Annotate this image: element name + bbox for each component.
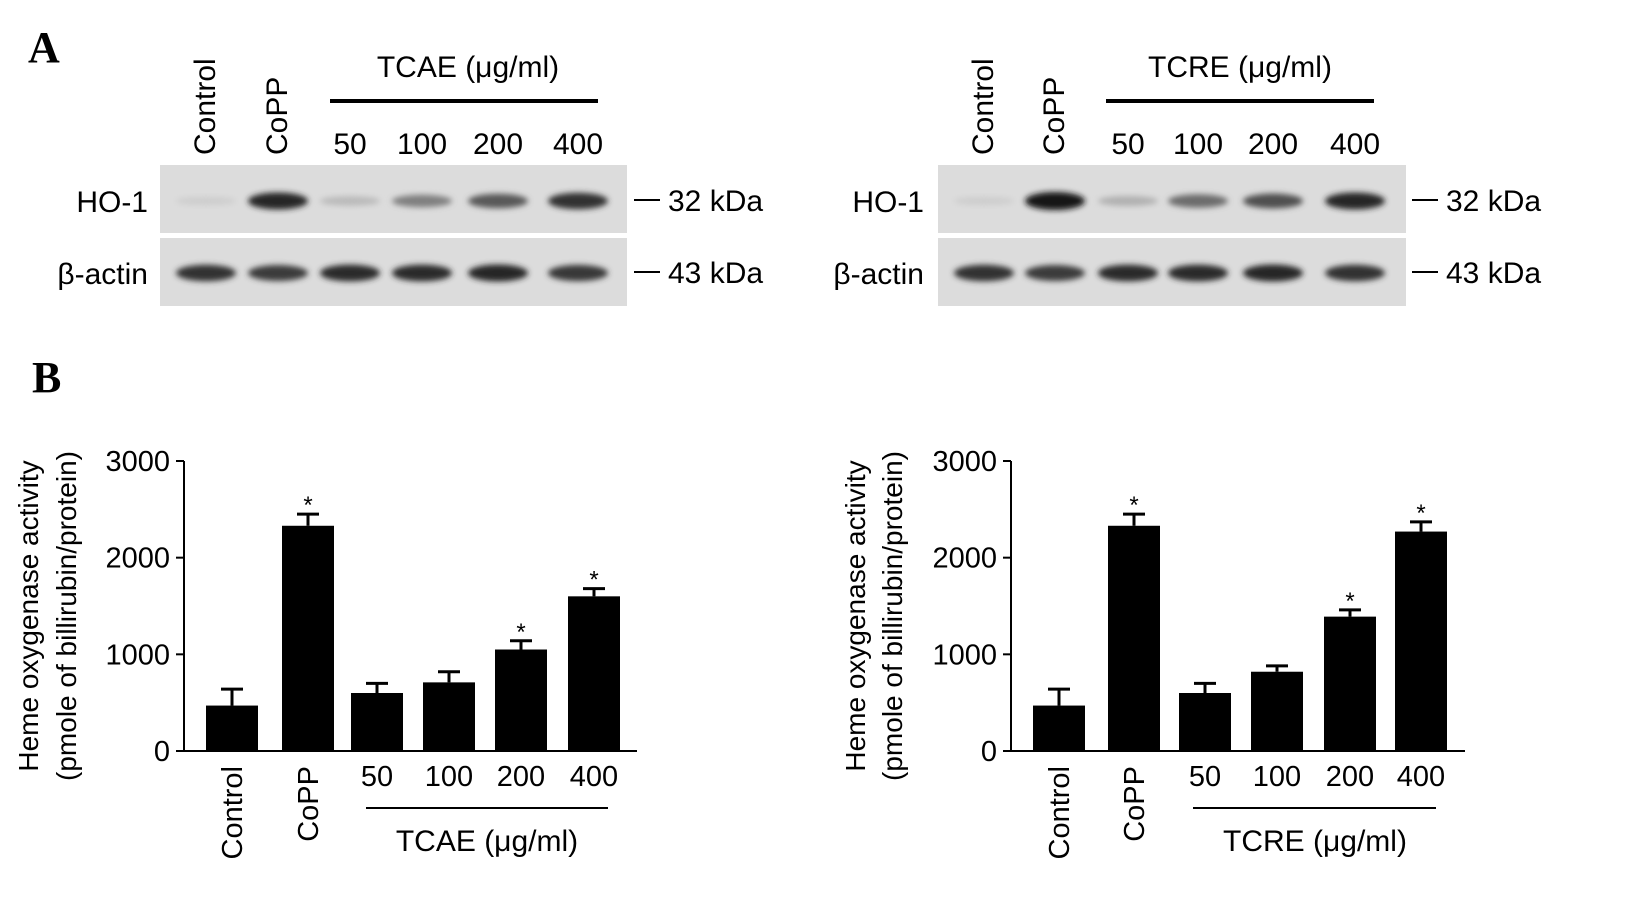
blot-band bbox=[1243, 264, 1303, 282]
blot-band bbox=[1025, 192, 1085, 210]
blot-band bbox=[954, 264, 1014, 282]
bar-100 bbox=[1251, 671, 1303, 751]
y-tick-label: 2000 bbox=[932, 543, 997, 575]
significance-marker: * bbox=[516, 619, 525, 646]
lane-label-copp: CoPP bbox=[1038, 77, 1071, 155]
x-tick-label-100: 100 bbox=[1253, 761, 1301, 793]
x-tick-label-200: 200 bbox=[1326, 761, 1374, 793]
x-tick-label-copp: CoPP bbox=[1119, 766, 1151, 842]
y-tick-label: 1000 bbox=[105, 639, 170, 671]
blot-band bbox=[248, 192, 308, 210]
lane-label-control: Control bbox=[189, 58, 222, 155]
panel-b-label: B bbox=[32, 353, 61, 402]
x-tick-label-control: Control bbox=[1044, 766, 1076, 860]
dose-label-50: 50 bbox=[1111, 128, 1144, 161]
y-tick-label: 2000 bbox=[105, 543, 170, 575]
dose-label-200: 200 bbox=[1248, 128, 1298, 161]
blot-row-label: HO-1 bbox=[852, 186, 924, 219]
bar-chart-1: 0 1000 2000 3000 Heme oxygenase activity (pmo… bbox=[13, 446, 637, 860]
y-tick-label: 1000 bbox=[932, 639, 997, 671]
dose-label-200: 200 bbox=[473, 128, 523, 161]
blot-band bbox=[468, 264, 528, 282]
blot-band bbox=[548, 192, 608, 210]
blot-band bbox=[176, 196, 236, 206]
y-axis-label-units: (pmole of billirubin/protein) bbox=[51, 451, 82, 781]
significance-marker: * bbox=[1416, 500, 1425, 527]
blot-panel-2: Control CoPP TCRE (μg/ml) 50 100 200 400 HO-1 32… bbox=[833, 51, 1541, 306]
bar-100 bbox=[423, 682, 475, 751]
x-tick-label-50: 50 bbox=[1189, 761, 1221, 793]
x-tick-label-100: 100 bbox=[425, 761, 473, 793]
bar-200 bbox=[495, 649, 547, 751]
blot-band bbox=[1168, 194, 1228, 208]
dose-label-400: 400 bbox=[553, 128, 603, 161]
y-axis-label: Heme oxygenase activity bbox=[13, 460, 44, 771]
bar-400 bbox=[1395, 531, 1447, 751]
blot-band bbox=[1325, 264, 1385, 282]
bar-copp bbox=[282, 525, 334, 751]
blot-band bbox=[392, 264, 452, 282]
y-axis-label: Heme oxygenase activity bbox=[840, 460, 871, 771]
blot-band bbox=[1098, 264, 1158, 282]
bar-50 bbox=[1179, 693, 1231, 751]
treatment-group-label: TCAE (μg/ml) bbox=[377, 51, 559, 84]
blot-row-label: β-actin bbox=[57, 258, 148, 291]
blot-band bbox=[1168, 264, 1228, 282]
bar-200 bbox=[1324, 616, 1376, 751]
lane-label-control: Control bbox=[967, 58, 1000, 155]
treatment-group-label: TCRE (μg/ml) bbox=[1148, 51, 1332, 84]
marker-size-label: 43 kDa bbox=[668, 257, 763, 290]
significance-marker: * bbox=[1345, 588, 1354, 615]
blot-band bbox=[320, 196, 380, 206]
lane-label-copp: CoPP bbox=[261, 77, 294, 155]
blot-band bbox=[248, 265, 308, 281]
significance-marker: * bbox=[1129, 492, 1138, 519]
panel-a-label: A bbox=[28, 23, 60, 72]
dose-label-50: 50 bbox=[333, 128, 366, 161]
blot-row-label: HO-1 bbox=[76, 186, 148, 219]
dose-label-100: 100 bbox=[1173, 128, 1223, 161]
blot-panel-1: Control CoPP TCAE (μg/ml) 50 100 200 400 HO-1 32… bbox=[57, 51, 763, 306]
blot-band bbox=[1025, 265, 1085, 281]
significance-marker: * bbox=[589, 567, 598, 594]
bar-control bbox=[206, 705, 258, 751]
marker-size-label: 32 kDa bbox=[668, 185, 763, 218]
x-tick-label-400: 400 bbox=[570, 761, 618, 793]
blot-band bbox=[1325, 192, 1385, 210]
bar-400 bbox=[568, 596, 620, 751]
treatment-group-label: TCAE (μg/ml) bbox=[396, 825, 578, 858]
bar-control bbox=[1033, 705, 1085, 751]
x-tick-label-copp: CoPP bbox=[293, 766, 325, 842]
bar-copp bbox=[1108, 525, 1160, 751]
blot-band bbox=[548, 264, 608, 282]
western-blots: Control CoPP TCAE (μg/ml) 50 100 200 400 HO-1 32… bbox=[57, 51, 1541, 306]
y-tick-label: 0 bbox=[154, 736, 170, 768]
dose-label-400: 400 bbox=[1330, 128, 1380, 161]
x-tick-label-50: 50 bbox=[361, 761, 393, 793]
y-tick-label: 3000 bbox=[105, 446, 170, 478]
x-tick-label-control: Control bbox=[217, 766, 249, 860]
treatment-group-label: TCRE (μg/ml) bbox=[1223, 825, 1407, 858]
blot-band bbox=[1243, 193, 1303, 209]
dose-label-100: 100 bbox=[397, 128, 447, 161]
blot-band bbox=[392, 194, 452, 208]
blot-band bbox=[176, 264, 236, 282]
bar-chart-2: 0 1000 2000 3000 Heme oxygenase activity (pmo… bbox=[840, 446, 1465, 860]
blot-band bbox=[320, 264, 380, 282]
x-tick-label-200: 200 bbox=[497, 761, 545, 793]
marker-size-label: 43 kDa bbox=[1446, 257, 1541, 290]
y-tick-label: 0 bbox=[981, 736, 997, 768]
significance-marker: * bbox=[303, 492, 312, 519]
bar-50 bbox=[351, 693, 403, 751]
marker-size-label: 32 kDa bbox=[1446, 185, 1541, 218]
blot-row-label: β-actin bbox=[833, 258, 924, 291]
blot-band bbox=[1098, 196, 1158, 206]
blot-band bbox=[468, 193, 528, 209]
x-tick-label-400: 400 bbox=[1397, 761, 1445, 793]
y-axis-label-units: (pmole of billirubin/protein) bbox=[877, 451, 908, 781]
y-tick-label: 3000 bbox=[932, 446, 997, 478]
blot-band bbox=[954, 196, 1014, 206]
